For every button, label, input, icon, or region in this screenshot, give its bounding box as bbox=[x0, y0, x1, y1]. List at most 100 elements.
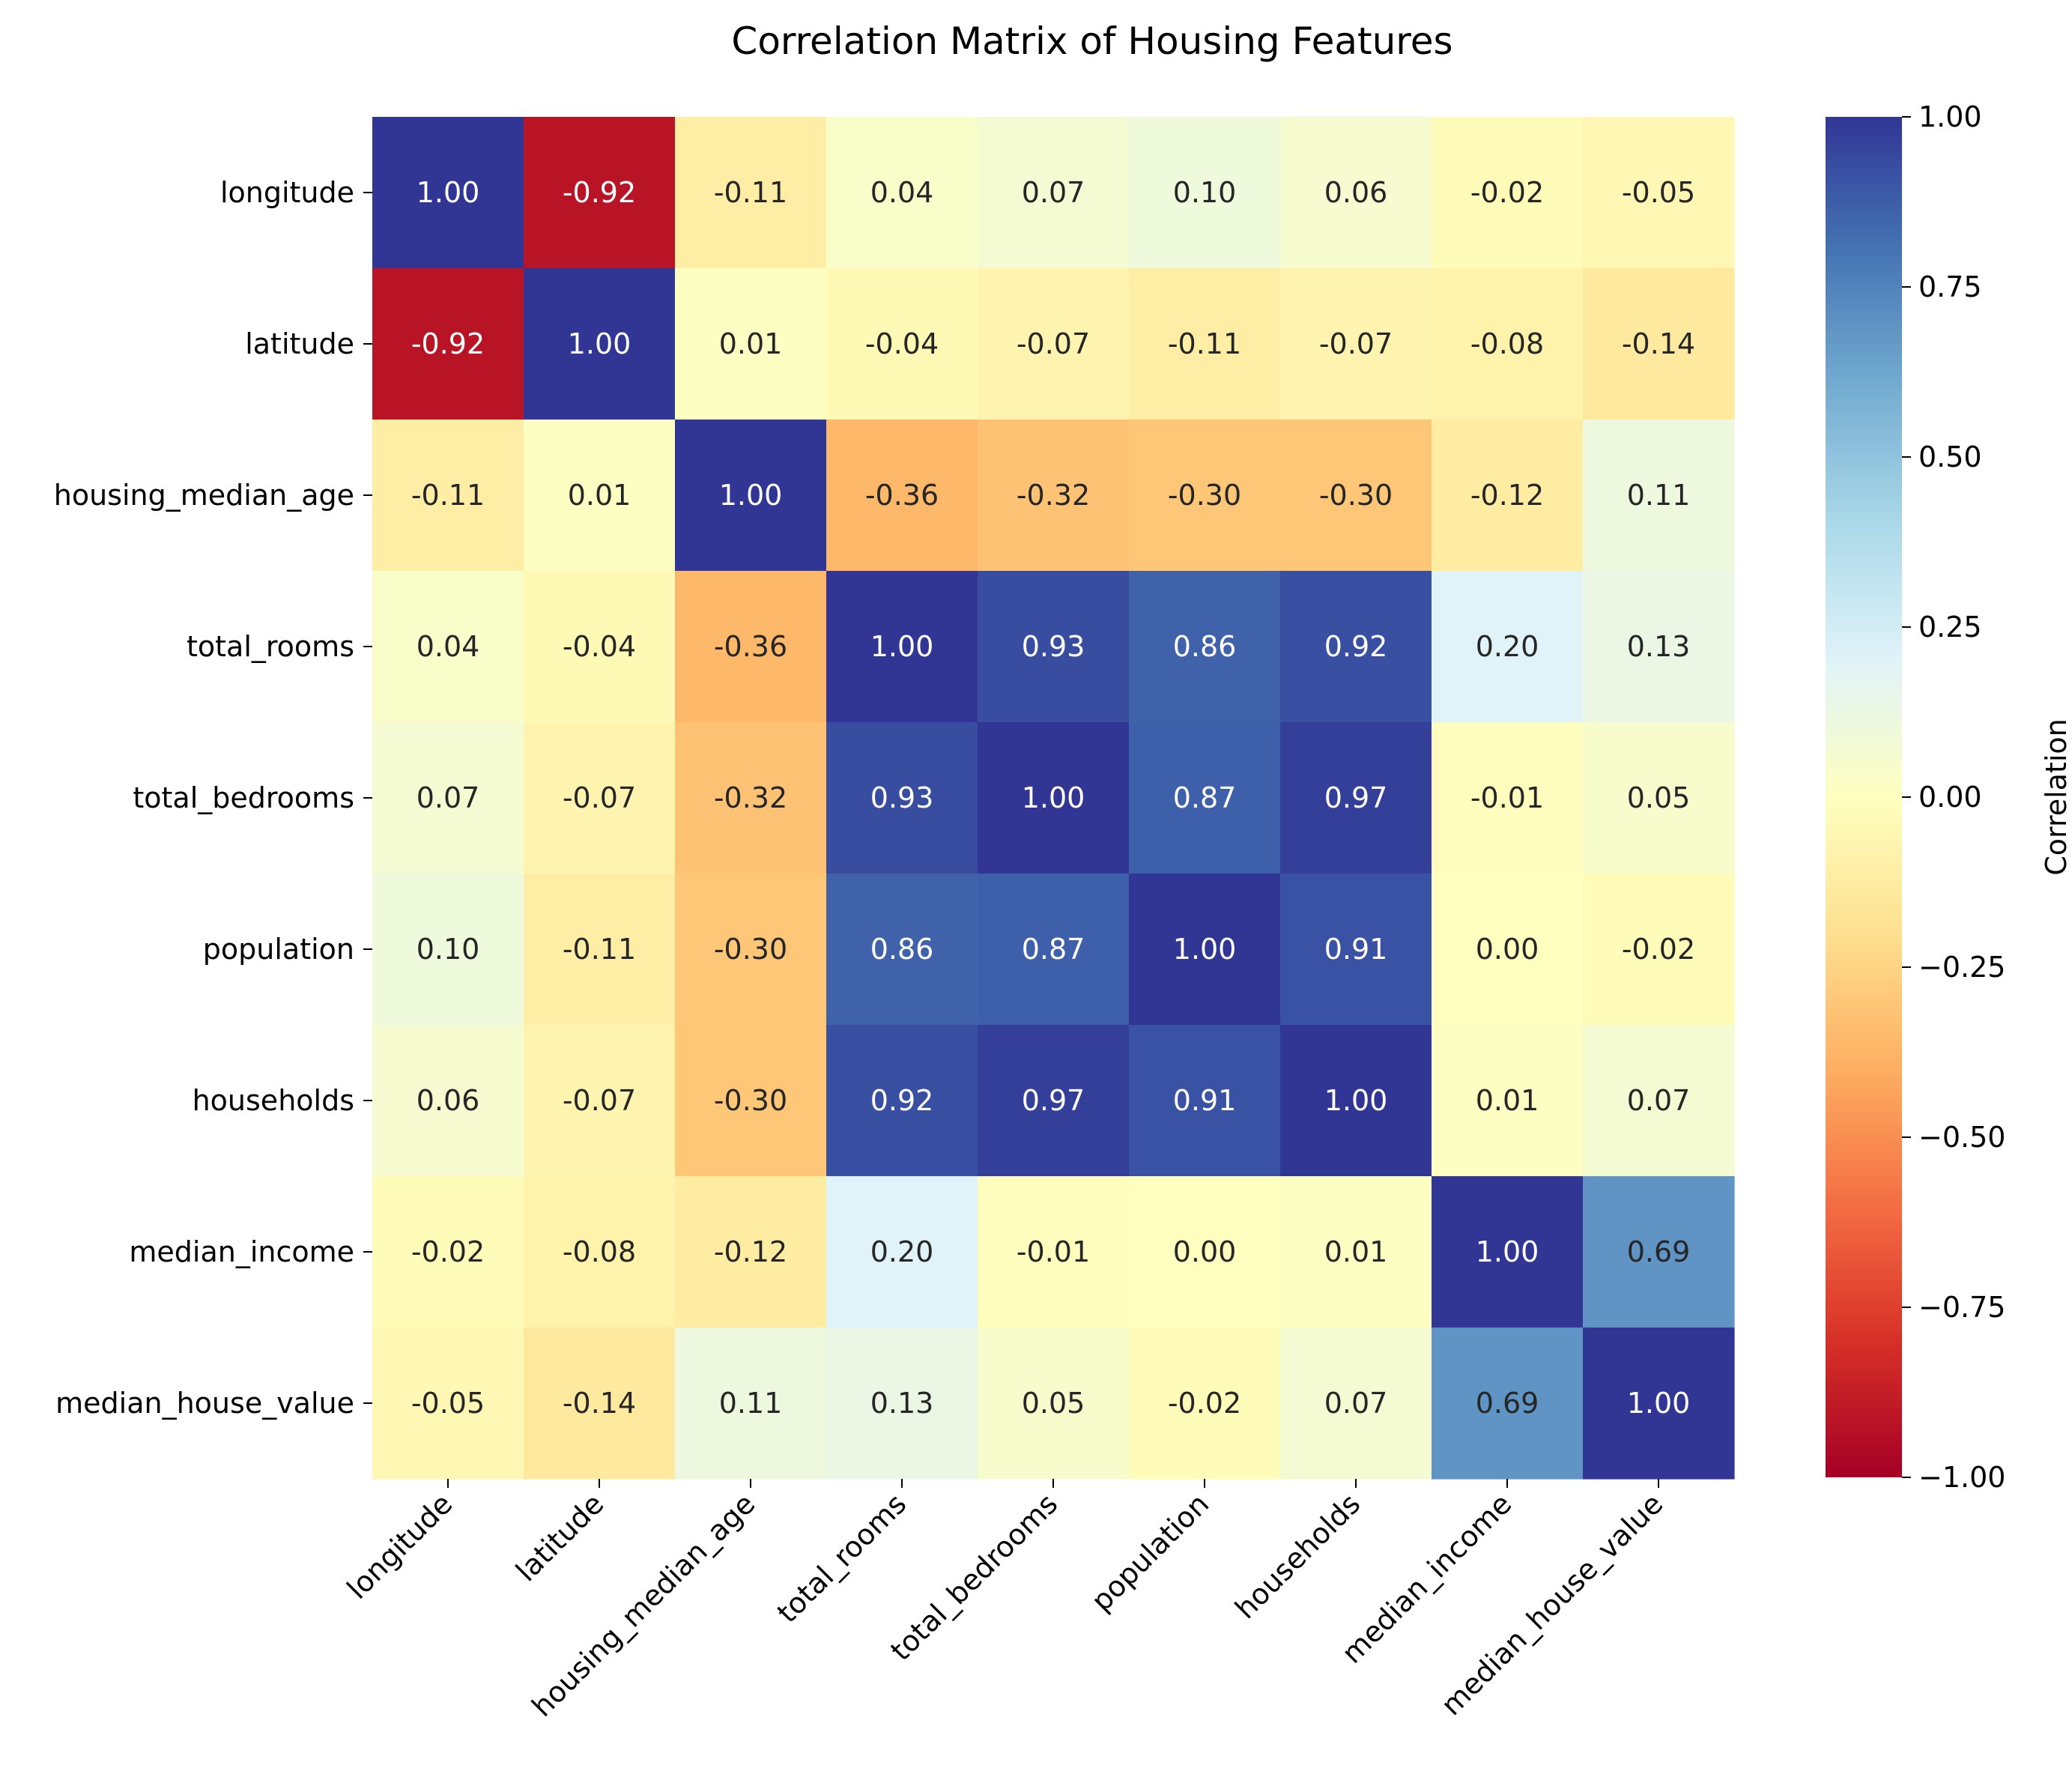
cell-value-8-3: 0.13 bbox=[870, 1387, 934, 1420]
cell-value-5-3: 0.86 bbox=[870, 933, 934, 966]
heatmap-cell-3-0 bbox=[372, 571, 524, 723]
heatmap-cell-3-7 bbox=[1432, 571, 1584, 723]
heatmap-cell-1-8 bbox=[1583, 268, 1735, 420]
cell-value-2-0: -0.11 bbox=[411, 479, 485, 512]
heatmap-cell-7-5 bbox=[1129, 1176, 1281, 1328]
colorbar-tick-label-7: −0.75 bbox=[1918, 1291, 2005, 1324]
heatmap-cell-2-3 bbox=[826, 420, 978, 572]
heatmap-cell-0-8 bbox=[1583, 117, 1735, 269]
heatmap-cell-7-2 bbox=[675, 1176, 827, 1328]
colorbar-tick-label-2: 0.50 bbox=[1918, 441, 1982, 473]
cell-value-3-1: -0.04 bbox=[563, 630, 636, 663]
heatmap-cell-6-2 bbox=[675, 1025, 827, 1177]
cell-value-0-3: 0.04 bbox=[870, 176, 934, 209]
cell-value-1-3: -0.04 bbox=[865, 327, 939, 360]
heatmap-cell-3-3 bbox=[826, 571, 978, 723]
cell-value-1-8: -0.14 bbox=[1622, 327, 1695, 360]
cell-value-4-7: -0.01 bbox=[1470, 781, 1544, 814]
colorbar-gradient bbox=[1826, 117, 1902, 1477]
y-tick-label-5: population bbox=[203, 933, 354, 966]
heatmap-cell-8-0 bbox=[372, 1328, 524, 1480]
heatmap-cell-0-3 bbox=[826, 117, 978, 269]
cell-value-8-8: 1.00 bbox=[1627, 1387, 1691, 1420]
heatmap-cell-5-0 bbox=[372, 874, 524, 1026]
x-tick-label-4: total_bedrooms bbox=[884, 1487, 1064, 1667]
cell-value-5-2: -0.30 bbox=[714, 933, 787, 966]
cell-value-5-7: 0.00 bbox=[1476, 933, 1539, 966]
cell-value-4-2: -0.32 bbox=[714, 781, 787, 814]
cell-value-6-2: -0.30 bbox=[714, 1084, 787, 1117]
heatmap-cell-7-0 bbox=[372, 1176, 524, 1328]
heatmap-cell-4-7 bbox=[1432, 722, 1584, 874]
y-tick-label-8: median_house_value bbox=[55, 1387, 354, 1420]
heatmap-cell-6-5 bbox=[1129, 1025, 1281, 1177]
cell-value-6-6: 1.00 bbox=[1324, 1084, 1388, 1117]
cell-value-6-7: 0.01 bbox=[1476, 1084, 1539, 1117]
cell-value-0-0: 1.00 bbox=[416, 176, 480, 209]
cell-value-6-4: 0.97 bbox=[1022, 1084, 1085, 1117]
colorbar: 1.00 0.75 0.50 0.25 0.00 −0.25 −0.50 −0.75 −1.00… bbox=[1826, 100, 2072, 1494]
cell-value-7-3: 0.20 bbox=[870, 1235, 934, 1268]
cell-value-5-1: -0.11 bbox=[563, 933, 636, 966]
heatmap-cell-7-8 bbox=[1583, 1176, 1735, 1328]
cell-value-2-8: 0.11 bbox=[1627, 479, 1691, 512]
cell-value-8-1: -0.14 bbox=[563, 1387, 636, 1420]
colorbar-title: Correlation bbox=[2040, 718, 2072, 876]
cell-value-0-4: 0.07 bbox=[1022, 176, 1085, 209]
cell-value-1-7: -0.08 bbox=[1470, 327, 1544, 360]
heatmap-cell-8-1 bbox=[524, 1328, 676, 1480]
heatmap-cell-4-0 bbox=[372, 722, 524, 874]
heatmap-cell-7-4 bbox=[978, 1176, 1130, 1328]
heatmap-cell-8-3 bbox=[826, 1328, 978, 1480]
heatmap-cell-4-1 bbox=[524, 722, 676, 874]
heatmap-cell-8-6 bbox=[1280, 1328, 1432, 1480]
cell-value-8-7: 0.69 bbox=[1476, 1387, 1539, 1420]
heatmap-cell-7-7 bbox=[1432, 1176, 1584, 1328]
heatmap-cell-2-7 bbox=[1432, 420, 1584, 572]
heatmap-cell-1-6 bbox=[1280, 268, 1432, 420]
cell-value-0-7: -0.02 bbox=[1470, 176, 1544, 209]
cell-value-2-3: -0.36 bbox=[865, 479, 939, 512]
cell-value-6-5: 0.91 bbox=[1173, 1084, 1237, 1117]
heatmap-cell-8-7 bbox=[1432, 1328, 1584, 1480]
cell-value-6-0: 0.06 bbox=[416, 1084, 480, 1117]
cell-value-7-1: -0.08 bbox=[563, 1235, 636, 1268]
heatmap-cell-5-5 bbox=[1129, 874, 1281, 1026]
colorbar-tick-label-8: −1.00 bbox=[1918, 1461, 2005, 1494]
heatmap-cell-4-3 bbox=[826, 722, 978, 874]
heatmap-cell-1-5 bbox=[1129, 268, 1281, 420]
heatmap-cell-2-2 bbox=[675, 420, 827, 572]
heatmap-cell-0-0 bbox=[372, 117, 524, 269]
heatmap-cell-1-0 bbox=[372, 268, 524, 420]
cell-value-5-4: 0.87 bbox=[1022, 933, 1085, 966]
cell-value-5-8: -0.02 bbox=[1622, 933, 1695, 966]
heatmap-cell-5-1 bbox=[524, 874, 676, 1026]
heatmap-cell-6-7 bbox=[1432, 1025, 1584, 1177]
cell-value-7-2: -0.12 bbox=[714, 1235, 787, 1268]
cell-value-1-5: -0.11 bbox=[1168, 327, 1241, 360]
cell-value-4-0: 0.07 bbox=[416, 781, 480, 814]
cell-value-8-6: 0.07 bbox=[1324, 1387, 1388, 1420]
heatmap-cell-4-8 bbox=[1583, 722, 1735, 874]
heatmap-cell-5-7 bbox=[1432, 874, 1584, 1026]
heatmap-cell-5-8 bbox=[1583, 874, 1735, 1026]
cell-value-4-1: -0.07 bbox=[563, 781, 636, 814]
cell-value-4-4: 1.00 bbox=[1022, 781, 1085, 814]
cell-value-2-4: -0.32 bbox=[1017, 479, 1090, 512]
colorbar-tick-label-6: −0.50 bbox=[1918, 1121, 2005, 1154]
colorbar-tick-label-5: −0.25 bbox=[1918, 951, 2005, 984]
cell-value-1-4: -0.07 bbox=[1017, 327, 1090, 360]
cell-value-5-0: 0.10 bbox=[416, 933, 480, 966]
cell-value-1-0: -0.92 bbox=[411, 327, 485, 360]
heatmap-cell-8-8 bbox=[1583, 1328, 1735, 1480]
cell-value-0-6: 0.06 bbox=[1324, 176, 1388, 209]
cell-value-1-1: 1.00 bbox=[568, 327, 631, 360]
y-tick-label-7: median_income bbox=[129, 1235, 354, 1268]
cell-value-3-0: 0.04 bbox=[416, 630, 480, 663]
cell-value-6-3: 0.92 bbox=[870, 1084, 934, 1117]
heatmap-cell-4-2 bbox=[675, 722, 827, 874]
cell-value-4-8: 0.05 bbox=[1627, 781, 1691, 814]
heatmap-cell-2-6 bbox=[1280, 420, 1432, 572]
cell-value-7-7: 1.00 bbox=[1476, 1235, 1539, 1268]
heatmap-cell-5-3 bbox=[826, 874, 978, 1026]
